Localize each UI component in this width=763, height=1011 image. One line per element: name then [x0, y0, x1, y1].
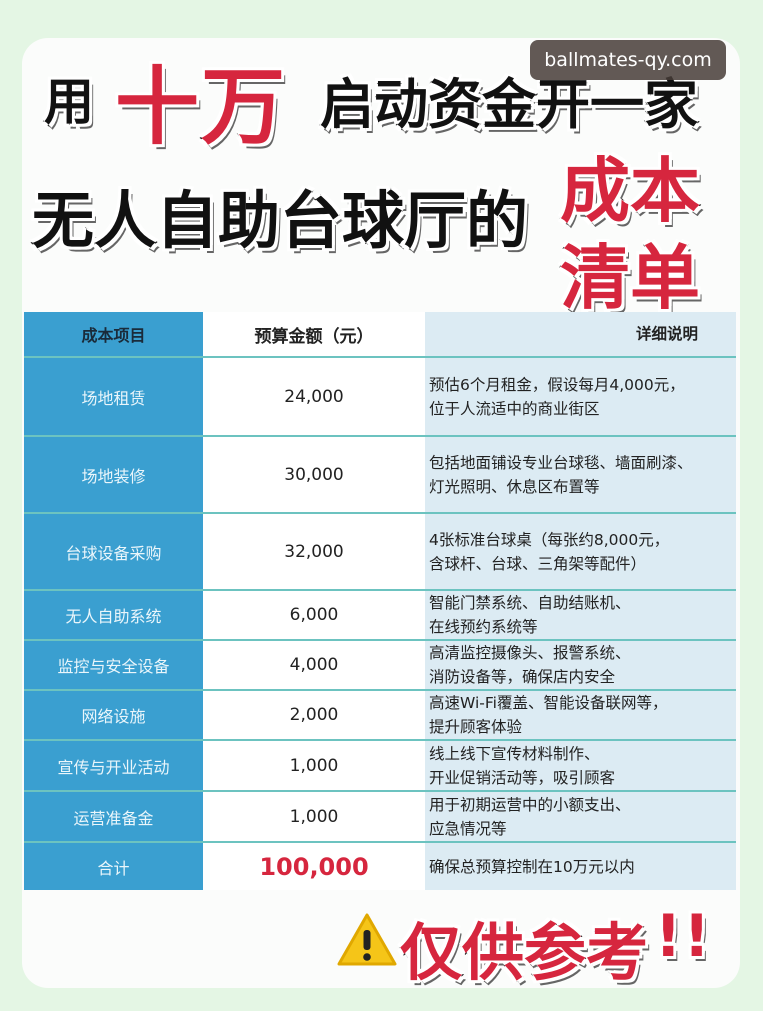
desc-line: 灯光照明、休息区布置等: [429, 477, 600, 496]
table-row: 台球设备采购 32,000 4张标准台球桌（每张约8,000元， 含球杆、台球、三…: [24, 514, 736, 591]
desc-line: 包括地面铺设专业台球毯、墙面刷漆、: [429, 453, 693, 472]
cost-amount: 30,000: [203, 437, 425, 512]
desc-line: 线上线下宣传材料制作、: [429, 744, 600, 763]
desc-line: 4张标准台球桌（每张约8,000元，: [429, 530, 670, 549]
header-item: 成本项目: [24, 312, 203, 356]
title-line2: 无人自助台球厅的: [31, 183, 529, 258]
title-red2: 清单: [559, 236, 701, 320]
title-part3: 启动资金开一家: [319, 72, 699, 137]
cost-desc: 高清监控摄像头、报警系统、 消防设备等，确保店内安全: [425, 641, 736, 689]
desc-line: 位于人流适中的商业街区: [429, 399, 600, 418]
cost-desc: 用于初期运营中的小额支出、 应急情况等: [425, 792, 736, 841]
desc-line: 含球杆、台球、三角架等配件）: [429, 554, 647, 573]
header-amount: 预算金额（元）: [203, 312, 425, 356]
cost-amount: 32,000: [203, 514, 425, 589]
cost-amount: 4,000: [203, 641, 425, 689]
cost-desc: 4张标准台球桌（每张约8,000元， 含球杆、台球、三角架等配件）: [425, 514, 736, 589]
cost-item: 台球设备采购: [24, 514, 203, 589]
desc-line: 提升顾客体验: [429, 718, 523, 736]
total-desc: 确保总预算控制在10万元以内: [425, 843, 736, 890]
header-desc: 详细说明: [425, 312, 736, 356]
desc-line: 应急情况等: [429, 819, 507, 838]
title-red1: 成本: [559, 149, 701, 233]
table-row: 宣传与开业活动 1,000 线上线下宣传材料制作、 开业促销活动等，吸引顾客: [24, 741, 736, 792]
cost-desc: 包括地面铺设专业台球毯、墙面刷漆、 灯光照明、休息区布置等: [425, 437, 736, 512]
cost-amount: 24,000: [203, 358, 425, 435]
total-amount: 100,000: [203, 843, 425, 890]
footer-text: 仅供参考: [399, 915, 649, 990]
cost-item: 场地装修: [24, 437, 203, 512]
cost-desc: 线上线下宣传材料制作、 开业促销活动等，吸引顾客: [425, 741, 736, 790]
total-row: 合计 100,000 确保总预算控制在10万元以内: [24, 843, 736, 890]
cost-desc: 高速Wi-Fi覆盖、智能设备联网等， 提升顾客体验: [425, 691, 736, 739]
desc-line: 用于初期运营中的小额支出、: [429, 795, 631, 814]
table-header: 成本项目 预算金额（元） 详细说明: [24, 312, 736, 358]
table-row: 监控与安全设备 4,000 高清监控摄像头、报警系统、 消防设备等，确保店内安全: [24, 641, 736, 691]
desc-line: 在线预约系统等: [429, 618, 538, 636]
cost-item: 监控与安全设备: [24, 641, 203, 689]
title-part1: 用: [43, 72, 96, 132]
desc-line: 预估6个月租金，假设每月4,000元，: [429, 375, 685, 394]
desc-line: 高速Wi-Fi覆盖、智能设备联网等，: [429, 694, 668, 712]
cost-desc: 智能门禁系统、自助结账机、 在线预约系统等: [425, 591, 736, 639]
cost-amount: 1,000: [203, 792, 425, 841]
cost-item: 宣传与开业活动: [24, 741, 203, 790]
desc-line: 开业促销活动等，吸引顾客: [429, 768, 616, 787]
total-label: 合计: [24, 843, 203, 890]
cost-amount: 1,000: [203, 741, 425, 790]
desc-line: 高清监控摄像头、报警系统、: [429, 644, 631, 662]
table-row: 无人自助系统 6,000 智能门禁系统、自助结账机、 在线预约系统等: [24, 591, 736, 641]
table-row: 运营准备金 1,000 用于初期运营中的小额支出、 应急情况等: [24, 792, 736, 843]
cost-item: 网络设施: [24, 691, 203, 739]
watermark: ballmates-qy.com: [530, 40, 726, 80]
cost-table: 成本项目 预算金额（元） 详细说明 场地租赁 24,000 预估6个月租金，假设…: [24, 312, 736, 890]
warning-icon: [337, 913, 397, 966]
cost-item: 运营准备金: [24, 792, 203, 841]
cost-item: 无人自助系统: [24, 591, 203, 639]
table-row: 场地租赁 24,000 预估6个月租金，假设每月4,000元， 位于人流适中的商业…: [24, 358, 736, 437]
table-row: 网络设施 2,000 高速Wi-Fi覆盖、智能设备联网等， 提升顾客体验: [24, 691, 736, 741]
cost-amount: 6,000: [203, 591, 425, 639]
table-row: 场地装修 30,000 包括地面铺设专业台球毯、墙面刷漆、 灯光照明、休息区布置等: [24, 437, 736, 514]
cost-desc: 预估6个月租金，假设每月4,000元， 位于人流适中的商业街区: [425, 358, 736, 435]
cost-item: 场地租赁: [24, 358, 203, 435]
desc-line: 消防设备等，确保店内安全: [429, 668, 616, 686]
title-part2: 十万: [114, 57, 288, 157]
cost-amount: 2,000: [203, 691, 425, 739]
desc-line: 智能门禁系统、自助结账机、: [429, 594, 631, 612]
footer-marks: !!: [655, 902, 712, 971]
